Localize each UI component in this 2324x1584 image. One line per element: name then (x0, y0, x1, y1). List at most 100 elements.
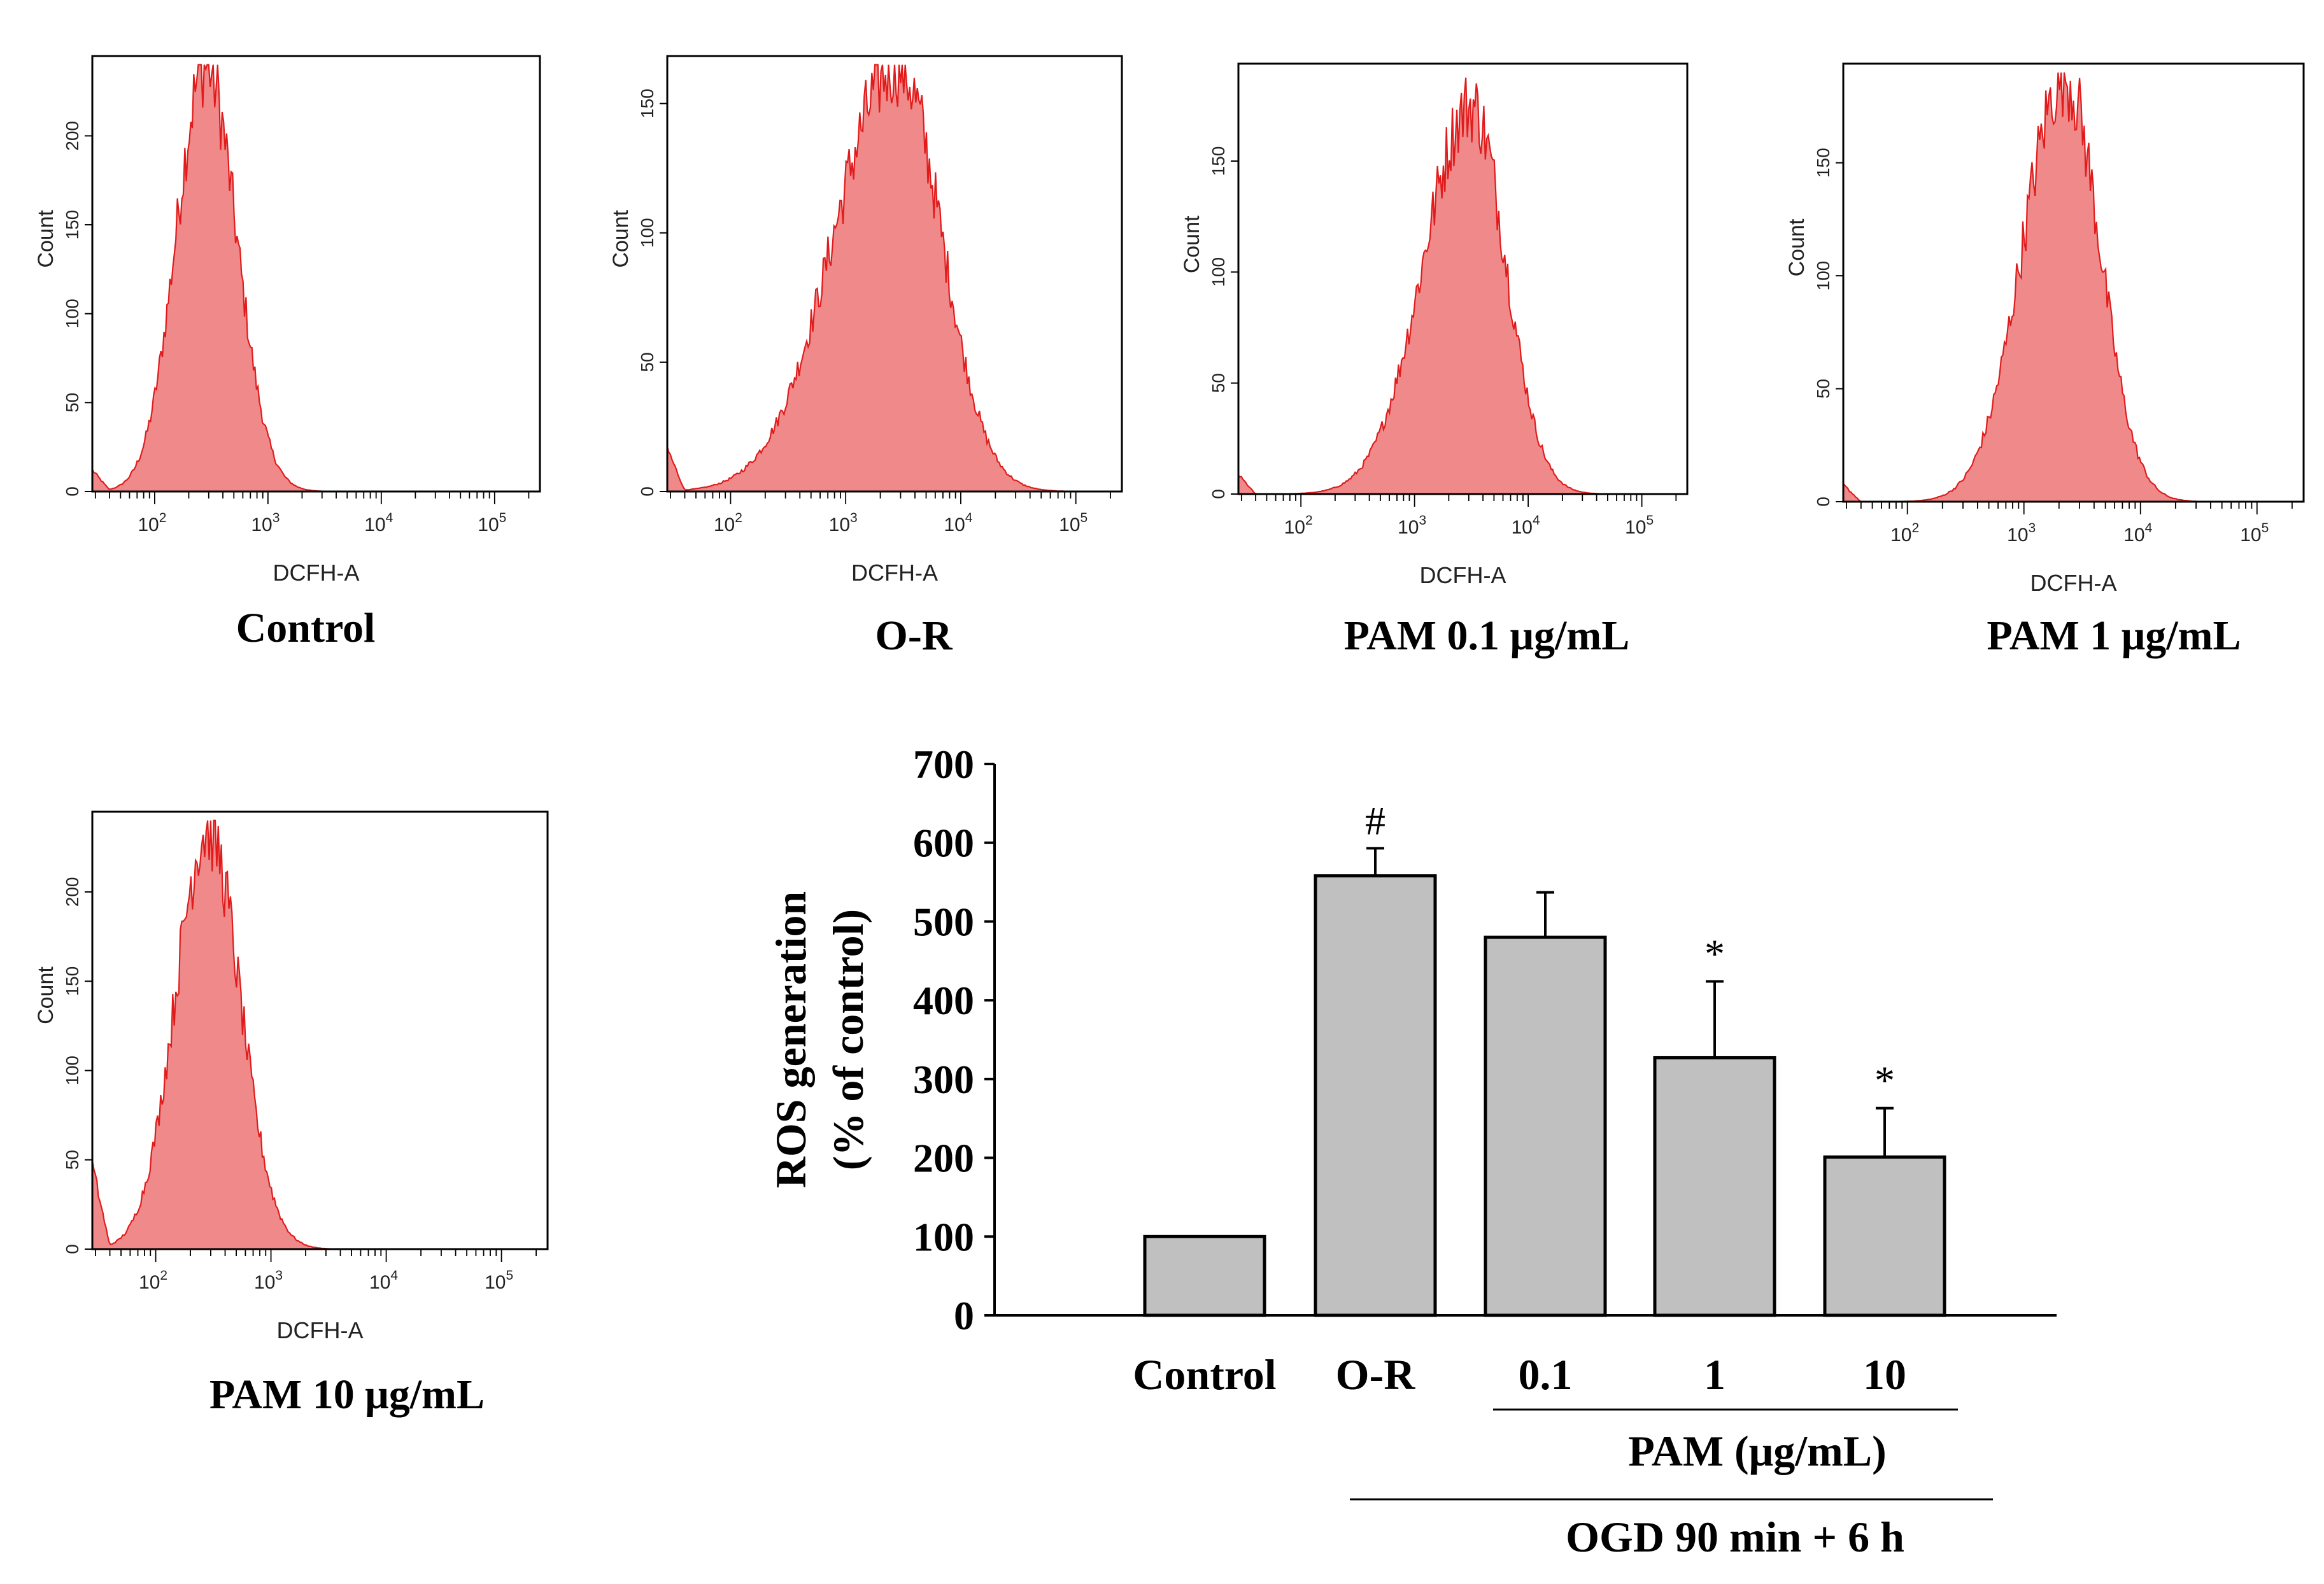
y-axis-label: Count (34, 209, 58, 267)
y-tick-label: 100 (1813, 261, 1833, 291)
bar-y-axis-label-line2: (% of control) (824, 909, 872, 1170)
y-tick-label: 150 (62, 210, 82, 240)
bar (1314, 874, 1437, 1317)
ogd-group-label: OGD 90 min + 6 h (1566, 1513, 1904, 1561)
bar-y-tick-label: 100 (913, 1214, 974, 1259)
panel-caption: PAM 1 μg/mL (1987, 612, 2241, 659)
bar-category-label: 10 (1863, 1350, 1906, 1399)
x-tick-label: 105 (485, 1268, 513, 1293)
y-tick-label: 150 (1813, 148, 1833, 178)
y-tick-label: 0 (1208, 489, 1228, 499)
x-tick-exponent: 5 (1646, 513, 1654, 528)
bar (1653, 1056, 1776, 1317)
x-tick-exponent: 4 (965, 511, 973, 525)
pam-group-label: PAM (μg/mL) (1628, 1427, 1887, 1475)
x-tick-exponent: 2 (1305, 513, 1313, 528)
histogram-frame (91, 810, 549, 1250)
x-tick-label: 102 (714, 511, 742, 535)
x-tick-exponent: 5 (499, 511, 507, 525)
y-axis-label: Count (34, 966, 58, 1024)
histogram-frame (666, 55, 1123, 493)
y-tick-label: 0 (62, 1244, 82, 1254)
y-tick-label: 100 (62, 299, 82, 329)
x-tick-label: 104 (1512, 513, 1540, 538)
bar-y-tick-label: 500 (913, 899, 974, 944)
panel-caption: PAM 10 μg/mL (209, 1371, 485, 1418)
bar-category-label: Control (1133, 1350, 1276, 1399)
bar-y-tick-label: 600 (913, 821, 974, 866)
bar-category-label: O-R (1336, 1350, 1416, 1399)
histogram-frame (1842, 62, 2305, 503)
x-tick-exponent: 2 (160, 1268, 167, 1283)
x-tick-label: 103 (254, 1268, 283, 1293)
bar-chart: 0 100 200 300 400 500 600 700 ROS generation (% o… (767, 742, 2057, 1561)
histogram-panel-pam10: 0 50 100 150 200 Count 102 103 104 105 DCFH-A PAM 1… (34, 810, 549, 1418)
y-tick-label: 50 (62, 393, 82, 413)
x-tick-label: 105 (1059, 511, 1088, 535)
histogram-panel-pam1: 0 50 100 150 Count 102 103 104 105 DCFH-A PAM 1 μg… (1785, 62, 2305, 659)
x-tick-label: 103 (829, 511, 858, 535)
bar (1143, 1234, 1266, 1317)
x-tick-label: 105 (478, 511, 506, 535)
x-axis-label: DCFH-A (273, 560, 360, 586)
bar-y-tick-label: 300 (913, 1057, 974, 1102)
histogram-panel-pam01: 0 50 100 150 Count 102 103 104 105 DCFH-A PAM 0.1 … (1180, 62, 1689, 659)
x-tick-label: 104 (364, 511, 393, 535)
y-axis-label: Count (1180, 215, 1204, 273)
histogram-frame (1237, 62, 1689, 495)
x-tick-exponent: 4 (1533, 513, 1540, 528)
y-tick-label: 150 (62, 966, 82, 996)
histogram-panel-control: 0 50 100 150 200 Count 102 103 104 105 DCFH-A Contr… (34, 55, 541, 651)
y-tick-label: 200 (62, 877, 82, 907)
x-tick-label: 104 (944, 511, 972, 535)
histogram-fill (667, 64, 1122, 491)
bar-y-axis-label-line1: ROS generation (767, 891, 815, 1189)
y-axis-label: Count (609, 209, 633, 267)
y-tick-label: 150 (637, 88, 657, 118)
x-axis-label: DCFH-A (277, 1317, 364, 1343)
x-tick-label: 105 (1625, 513, 1654, 538)
histogram-panel-or: 0 50 100 150 Count 102 103 104 105 DCFH-A O-R (609, 55, 1123, 659)
x-tick-exponent: 3 (850, 511, 858, 525)
y-tick-label: 100 (62, 1056, 82, 1085)
x-tick-exponent: 4 (390, 1268, 398, 1283)
x-tick-label: 104 (2123, 521, 2152, 546)
panel-caption: O-R (875, 612, 953, 659)
x-tick-exponent: 2 (1912, 521, 1920, 535)
y-tick-label: 150 (1208, 146, 1228, 176)
y-tick-label: 100 (637, 218, 657, 248)
y-tick-label: 50 (62, 1150, 82, 1170)
histogram-fill (92, 64, 540, 491)
x-tick-label: 102 (1284, 513, 1313, 538)
bar-category-label: 0.1 (1519, 1350, 1573, 1399)
y-tick-label: 50 (1208, 373, 1228, 393)
x-tick-exponent: 3 (275, 1268, 283, 1283)
y-tick-label: 100 (1208, 257, 1228, 287)
y-tick-label: 200 (62, 121, 82, 151)
y-tick-label: 50 (1813, 379, 1833, 399)
histogram-outline (666, 64, 1122, 493)
x-axis-label: DCFH-A (851, 560, 938, 586)
histogram-fill (92, 820, 548, 1249)
x-tick-label: 103 (1398, 513, 1426, 538)
x-tick-label: 104 (369, 1268, 398, 1293)
histogram-fill (1238, 77, 1687, 494)
y-axis-label: Count (1785, 218, 1809, 276)
x-tick-exponent: 5 (1081, 511, 1088, 525)
y-tick-label: 0 (1813, 497, 1833, 507)
panel-caption: PAM 0.1 μg/mL (1344, 612, 1630, 659)
panel-caption: Control (236, 605, 376, 651)
significance-marker: * (1874, 1058, 1895, 1103)
x-tick-label: 102 (138, 511, 166, 535)
x-tick-exponent: 3 (2029, 521, 2036, 535)
histogram-fill (1843, 72, 2304, 502)
x-tick-label: 103 (2007, 521, 2036, 546)
x-axis-label: DCFH-A (2030, 570, 2117, 596)
significance-marker: * (1704, 931, 1725, 976)
x-tick-exponent: 4 (2145, 521, 2153, 535)
bar-category-label: 1 (1704, 1350, 1725, 1399)
x-tick-label: 102 (139, 1268, 167, 1293)
x-tick-exponent: 5 (2262, 521, 2269, 535)
